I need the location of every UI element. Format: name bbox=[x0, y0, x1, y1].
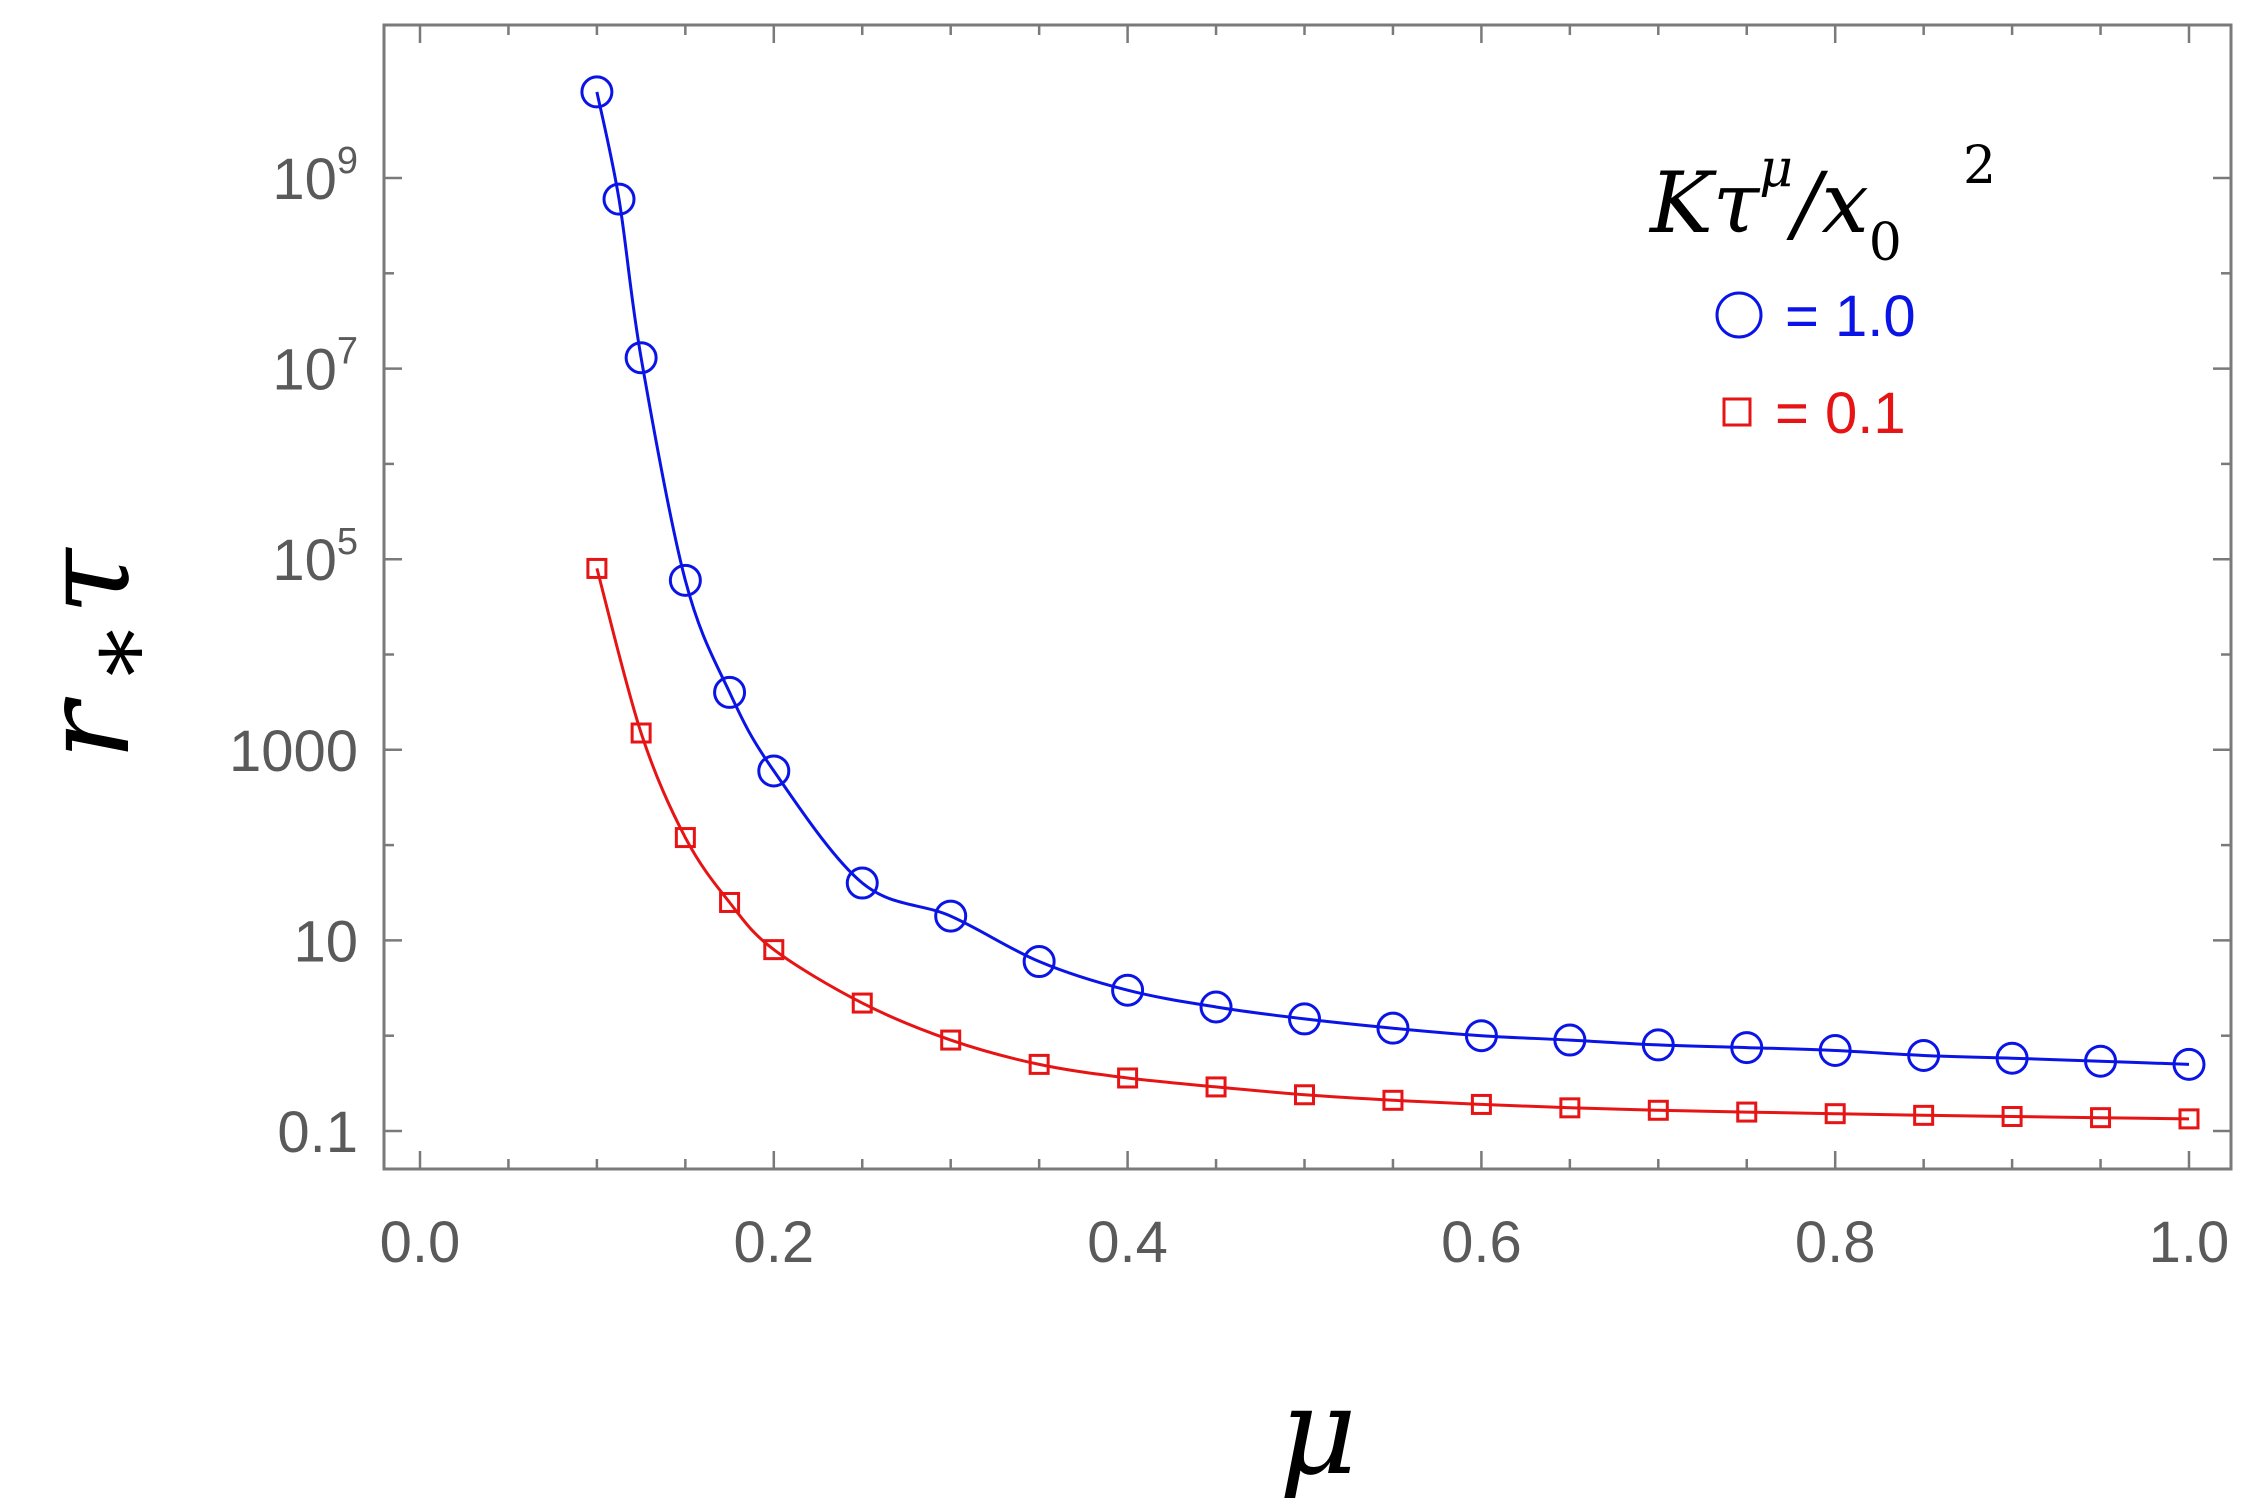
x-axis-title: μ bbox=[1279, 1363, 1357, 1502]
data-point-circle bbox=[1111, 973, 1145, 1007]
y-tick-label-base: 10 bbox=[272, 528, 337, 593]
data-point-square bbox=[851, 992, 873, 1014]
data-point-circle bbox=[713, 675, 747, 709]
svg-text:r: r bbox=[18, 696, 157, 760]
y-tick-label-exp: 7 bbox=[337, 331, 358, 373]
data-point-square bbox=[2090, 1107, 2112, 1129]
data-point-circle bbox=[845, 866, 879, 900]
legend-title: Kτμ/x0 bbox=[1648, 139, 1902, 273]
data-point-square bbox=[2001, 1105, 2023, 1127]
data-point-circle bbox=[1553, 1023, 1587, 1057]
data-point-circle bbox=[668, 563, 702, 597]
series-curves bbox=[595, 91, 2190, 1121]
data-point-circle bbox=[1464, 1019, 1498, 1053]
data-point-circle bbox=[934, 899, 968, 933]
data-point-circle bbox=[580, 75, 614, 109]
data-point-circle bbox=[757, 754, 791, 788]
data-point-square bbox=[719, 891, 741, 913]
data-point-square bbox=[1028, 1053, 1050, 1075]
x-tick-label: 0.0 bbox=[380, 1210, 461, 1275]
data-point-square bbox=[1824, 1103, 1846, 1125]
y-tick-label-base: 10 bbox=[272, 147, 337, 212]
series-markers bbox=[580, 75, 2206, 1130]
x-tick-label: 0.8 bbox=[1795, 1210, 1876, 1275]
y-tick-label: 109 bbox=[272, 140, 358, 212]
x-tick-label: 0.2 bbox=[733, 1210, 814, 1275]
data-point-circle bbox=[2172, 1047, 2206, 1081]
data-point-circle bbox=[1730, 1031, 1764, 1065]
data-point-square bbox=[1470, 1093, 1492, 1115]
legend-circle-marker bbox=[1715, 291, 1763, 339]
tick-marks bbox=[384, 25, 2231, 1169]
data-point-square bbox=[1117, 1067, 1139, 1089]
data-point-square bbox=[1647, 1099, 1669, 1121]
svg-text:τ: τ bbox=[18, 547, 157, 615]
legend-label-red: = 0.1 bbox=[1775, 381, 1906, 446]
y-tick-label-base: 10 bbox=[272, 338, 337, 403]
data-point-square bbox=[1205, 1076, 1227, 1098]
y-axis-title: r ∗ τ bbox=[18, 547, 173, 760]
svg-text:∗: ∗ bbox=[63, 620, 173, 685]
data-point-square bbox=[2178, 1108, 2200, 1130]
data-point-circle bbox=[1641, 1028, 1675, 1062]
data-point-circle bbox=[1907, 1038, 1941, 1072]
y-tick-label: 105 bbox=[272, 521, 358, 593]
y-tick-label: 107 bbox=[272, 331, 358, 403]
legend-square-marker bbox=[1722, 397, 1752, 427]
data-point-square bbox=[586, 557, 608, 579]
legend-label-blue: = 1.0 bbox=[1785, 284, 1916, 349]
x-tick-label: 0.6 bbox=[1441, 1210, 1522, 1275]
data-point-circle bbox=[1288, 1002, 1321, 1036]
y-tick-label-exp: 9 bbox=[337, 140, 358, 182]
data-point-circle bbox=[2084, 1044, 2118, 1078]
data-point-square bbox=[1382, 1089, 1404, 1111]
data-point-circle bbox=[602, 182, 636, 216]
y-tick-label: 1000 bbox=[229, 719, 358, 784]
data-point-square bbox=[674, 827, 696, 849]
x-tick-labels: 0.0 0.2 0.4 0.6 0.8 1.0 bbox=[380, 1210, 2230, 1275]
series-line-2 bbox=[595, 568, 2190, 1121]
legend-title-sup: 2 bbox=[1963, 136, 1996, 196]
y-tick-label-exp: 5 bbox=[337, 521, 358, 563]
data-point-circle bbox=[1818, 1033, 1852, 1067]
data-point-square bbox=[1559, 1097, 1581, 1119]
y-tick-label: 10 bbox=[293, 909, 358, 974]
plot-frame bbox=[382, 23, 2233, 1171]
legend: Kτμ/x0 2 = 1.0 = 0.1 bbox=[1648, 136, 1996, 446]
data-point-square bbox=[763, 939, 785, 961]
data-point-square bbox=[630, 722, 652, 744]
x-tick-label: 0.4 bbox=[1087, 1210, 1168, 1275]
data-point-circle bbox=[1376, 1011, 1410, 1045]
data-point-circle bbox=[624, 341, 658, 375]
data-point-square bbox=[1913, 1104, 1935, 1126]
data-point-circle bbox=[1022, 945, 1056, 979]
data-point-square bbox=[1736, 1101, 1758, 1123]
data-point-circle bbox=[1199, 990, 1233, 1024]
data-point-square bbox=[1294, 1084, 1315, 1106]
series-line-1 bbox=[595, 91, 2190, 1066]
y-tick-label: 0.1 bbox=[277, 1100, 358, 1165]
data-point-circle bbox=[1995, 1041, 2029, 1075]
x-tick-label: 1.0 bbox=[2149, 1210, 2230, 1275]
data-point-square bbox=[940, 1029, 962, 1051]
